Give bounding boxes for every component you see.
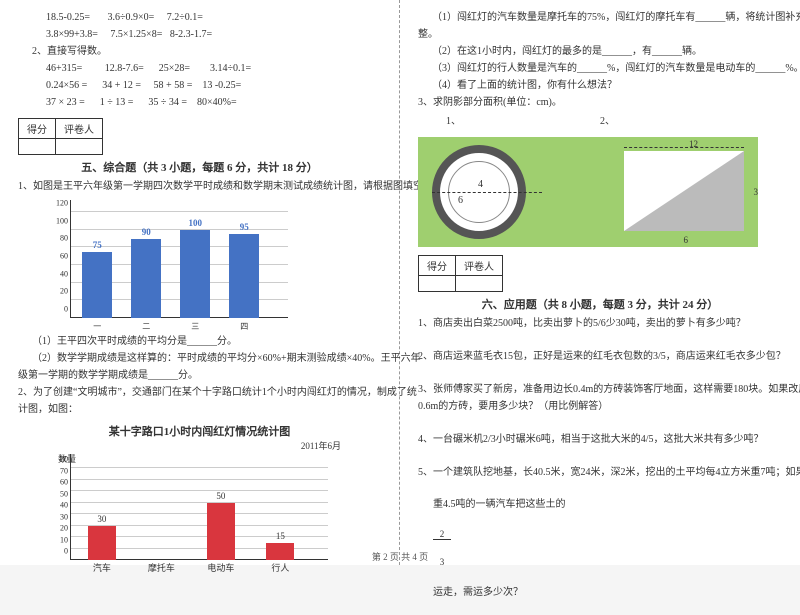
question-text: （2）在这1小时内，闯红灯的最多的是______，有______辆。 xyxy=(418,44,782,59)
fraction-numerator: 2 xyxy=(433,530,451,540)
page-footer: 第 2 页 共 4 页 xyxy=(0,550,800,563)
score-header-cell: 得分 xyxy=(19,119,56,139)
diameter-line xyxy=(432,192,542,193)
question-text: （1）闯红灯的汽车数量是摩托车的75%，闯红灯的摩托车有______辆，将统计图… xyxy=(418,10,782,25)
question-text: 2、为了创建“文明城市”，交通部门在某个十字路口统计1个小时内闯红灯的情况，制成… xyxy=(18,385,381,400)
question-text: （2）数学学期成绩是这样算的：平时成绩的平均分×60%+期末测验成绩×40%。王… xyxy=(18,351,381,366)
worksheet-page: 18.5-0.25= 3.6÷0.9×0= 7.2÷0.1= 3.8×99+3.… xyxy=(0,0,800,565)
right-column: （1）闯红灯的汽车数量是摩托车的75%，闯红灯的摩托车有______辆，将统计图… xyxy=(400,0,800,565)
left-column: 18.5-0.25= 3.6÷0.9×0= 7.2÷0.1= 3.8×99+3.… xyxy=(0,0,400,565)
score-bar-chart: 02040608010012075一90二100三95四 xyxy=(48,200,288,330)
dim-label: 6 xyxy=(684,235,689,245)
text-fragment: 运走，需运多少次？ xyxy=(433,587,523,598)
question-text: （4）看了上面的统计图，你有什么想法？ xyxy=(418,78,782,93)
text-fragment: 重4.5吨的一辆汽车把这些土的 xyxy=(433,499,566,510)
subpart-label: 2、 xyxy=(600,114,782,129)
dim-label: 6 xyxy=(458,195,463,206)
question-text: 3、张师傅家买了新房，准备用边长0.4m的方砖装饰客厅地面，这样需要180块。如… xyxy=(418,382,782,397)
eq-row: 3.8×99+3.8= 7.5×1.25×8= 8-2.3-1.7= xyxy=(18,27,381,42)
section-5-title: 五、综合题（共 3 小题，每题 6 分，共计 18 分） xyxy=(18,159,381,175)
question-text: 整。 xyxy=(418,27,782,42)
subpart-label: 1、 xyxy=(418,114,600,129)
eq-row: 46+315= 12.8-7.6= 25×28= 3.14÷0.1= xyxy=(18,61,381,76)
score-table: 得分 评卷人 xyxy=(418,255,503,292)
eq-row: 0.24×56 = 34 + 12 = 58 + 58 = 13 -0.25= xyxy=(18,78,381,93)
question-text: 1、商店卖出白菜2500吨，比卖出萝卜的5/6少30吨，卖出的萝卜有多少吨？ xyxy=(418,316,782,331)
question-text: 0.6m的方砖，要用多少块？（用比例解答） xyxy=(418,399,782,414)
score-header-cell: 评卷人 xyxy=(56,119,103,139)
question-text: （1）王平四次平时成绩的平均分是______分。 xyxy=(18,334,381,349)
triangle-shade xyxy=(624,151,744,231)
score-header-cell: 评卷人 xyxy=(456,256,503,276)
geometry-figure-box: 4 6 12 3 6 xyxy=(418,137,758,247)
score-cell xyxy=(456,276,503,292)
question-text: 5、一个建筑队挖地基，长40.5米，宽24米，深2米，挖出的土平均每4立方米重7… xyxy=(418,465,782,480)
eq-row: 18.5-0.25= 3.6÷0.9×0= 7.2÷0.1= xyxy=(18,10,381,25)
question-text: 4、一台碾米机2/3小时碾米6吨，相当于这批大米的4/5，这批大米共有多少吨？ xyxy=(418,432,782,447)
section-6-title: 六、应用题（共 8 小题，每题 3 分，共计 24 分） xyxy=(418,296,782,312)
chart2-subtitle: 2011年6月 xyxy=(18,439,381,452)
dim-label: 12 xyxy=(689,139,698,149)
dim-label: 3 xyxy=(754,187,759,197)
question-text: 计图，如图： xyxy=(18,402,381,417)
dim-label: 4 xyxy=(478,179,483,190)
eq-row: 2、直接写得数。 xyxy=(18,44,381,59)
score-cell xyxy=(19,139,56,155)
question-text: 级第一学期的数学学期成绩是______分。 xyxy=(18,368,381,383)
question-text: （3）闯红灯的行人数量是汽车的______%，闯红灯的汽车数量是电动车的____… xyxy=(418,61,782,76)
chart2-title: 某十字路口1小时内闯红灯情况统计图 xyxy=(18,423,381,439)
score-table: 得分 评卷人 xyxy=(18,118,103,155)
eq-row: 37 × 23 = 1 ÷ 13 = 35 ÷ 34 = 80×40%= xyxy=(18,95,381,110)
question-text: 1、如图是王平六年级第一学期四次数学平时成绩和数学期末测试成绩统计图，请根据图填… xyxy=(18,179,381,194)
score-cell xyxy=(56,139,103,155)
question-text: 2、商店运来蓝毛衣15包，正好是运来的红毛衣包数的3/5，商店运来红毛衣多少包？ xyxy=(418,349,782,364)
score-cell xyxy=(419,276,456,292)
score-header-cell: 得分 xyxy=(419,256,456,276)
question-text: 3、求阴影部分面积(单位：cm)。 xyxy=(418,95,782,110)
fraction: 2 3 xyxy=(433,512,451,585)
question-text: 重4.5吨的一辆汽车把这些土的 2 3 运走，需运多少次？ xyxy=(418,482,782,615)
dim-line xyxy=(624,147,744,148)
